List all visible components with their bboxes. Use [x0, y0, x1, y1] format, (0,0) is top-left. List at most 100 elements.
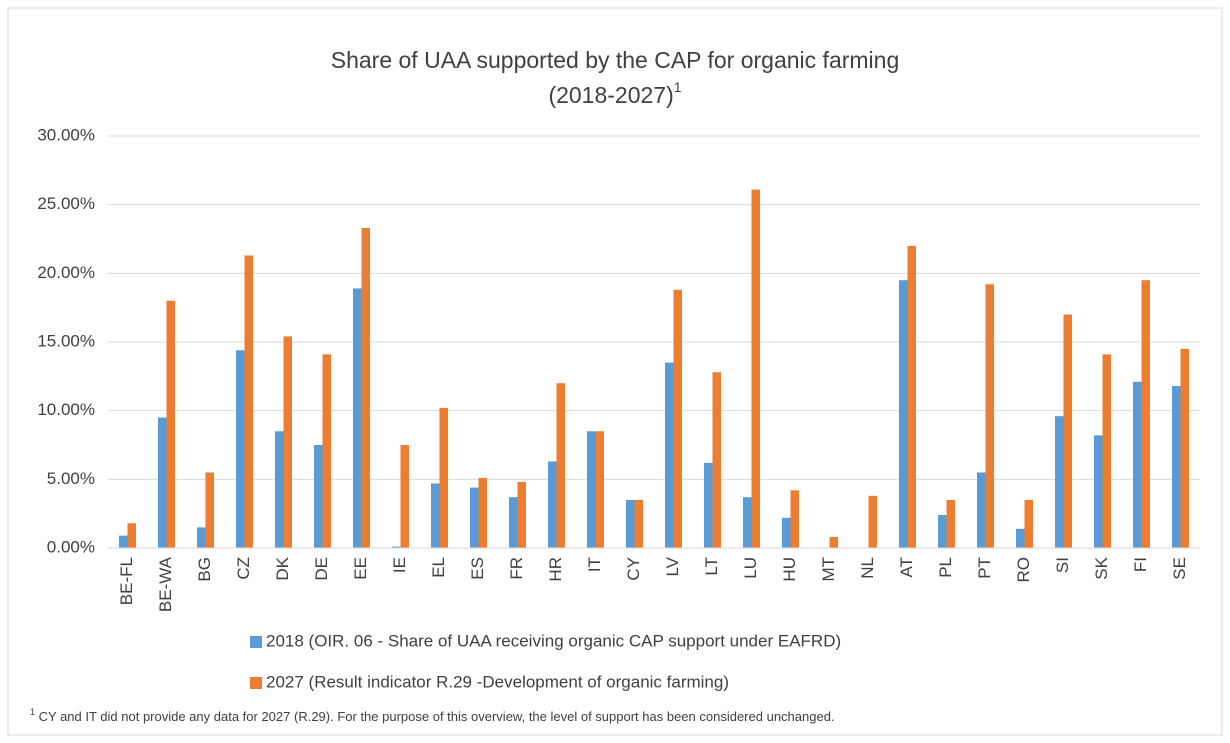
bar: [1102, 354, 1111, 548]
bar: [517, 482, 526, 548]
bar: [119, 535, 128, 548]
bar: [712, 372, 721, 548]
chart-border: [7, 7, 1223, 736]
x-tick-label: PL: [936, 557, 955, 578]
chart-title: Share of UAA supported by the CAP for or…: [331, 47, 900, 73]
bar: [1063, 314, 1072, 548]
bar: [1024, 499, 1033, 548]
bar: [985, 284, 994, 548]
bar: [1172, 385, 1181, 548]
x-tick-label: PT: [975, 557, 994, 579]
bar: [899, 280, 908, 548]
bar: [158, 417, 167, 548]
x-tick-label: BE-FL: [117, 557, 136, 605]
bar: [283, 336, 292, 548]
subtitle-text: (2018-2027): [548, 82, 673, 108]
bar: [704, 462, 713, 548]
bar: [361, 228, 370, 548]
x-tick-label: BE-WA: [156, 556, 175, 612]
legend-swatch: [250, 677, 262, 689]
x-tick-label: IE: [390, 557, 409, 573]
x-tick-label: CZ: [234, 557, 253, 580]
legend-label: 2027 (Result indicator R.29 -Development…: [266, 672, 729, 691]
x-tick-label: CY: [624, 557, 643, 581]
bar: [400, 445, 409, 548]
bar: [829, 537, 838, 548]
x-tick-label: RO: [1014, 557, 1033, 583]
x-tick-label: MT: [819, 557, 838, 582]
x-tick-label: LV: [663, 556, 682, 576]
x-tick-label: EE: [351, 557, 370, 580]
bar: [1180, 348, 1189, 548]
bar: [470, 487, 479, 548]
x-tick-label: EL: [429, 557, 448, 578]
x-tick-label: NL: [858, 557, 877, 579]
bar: [275, 431, 284, 548]
bar: [1133, 381, 1142, 548]
bar: [509, 497, 518, 548]
x-tick-label: SI: [1053, 557, 1072, 573]
footnote-text: CY and IT did not provide any data for 2…: [35, 709, 835, 724]
footnote-marker: 1: [30, 707, 35, 717]
bar: [595, 431, 604, 548]
bar: [166, 300, 175, 548]
y-tick-label: 20.00%: [37, 263, 95, 282]
chart-subtitle: (2018-2027)1: [548, 79, 681, 108]
bar: [673, 289, 682, 548]
bar: [197, 527, 206, 548]
subtitle-marker: 1: [674, 79, 682, 95]
bar: [626, 499, 635, 548]
bar: [868, 495, 877, 548]
bar: [314, 445, 323, 548]
bar: [205, 472, 214, 548]
bar: [665, 362, 674, 548]
y-tick-label: 5.00%: [47, 469, 95, 488]
bar: [1094, 435, 1103, 548]
bar: [587, 431, 596, 548]
x-tick-label: BG: [195, 557, 214, 582]
x-tick-label: SK: [1092, 556, 1111, 579]
footnote: 1 CY and IT did not provide any data for…: [30, 707, 835, 724]
bar: [556, 383, 565, 548]
y-tick-label: 0.00%: [47, 537, 95, 556]
bar: [907, 245, 916, 548]
bar: [392, 546, 401, 548]
bar: [127, 523, 136, 548]
x-tick-label: ES: [468, 557, 487, 580]
x-tick-label: SE: [1170, 557, 1189, 580]
y-tick-label: 10.00%: [37, 400, 95, 419]
x-tick-label: LU: [741, 557, 760, 579]
y-tick-label: 30.00%: [37, 125, 95, 144]
x-tick-label: HU: [780, 557, 799, 582]
bar: [946, 499, 955, 548]
x-tick-label: FR: [507, 557, 526, 580]
bar: [790, 490, 799, 548]
bar: [478, 477, 487, 548]
bar: [782, 517, 791, 548]
bar: [977, 472, 986, 548]
bar: [439, 407, 448, 548]
bar: [244, 255, 253, 549]
x-tick-label: IT: [585, 557, 604, 572]
x-tick-label: FI: [1131, 557, 1150, 572]
x-tick-label: DK: [273, 556, 292, 580]
legend-label: 2018 (OIR. 06 - Share of UAA receiving o…: [266, 631, 841, 650]
bar: [236, 350, 245, 548]
bar: [634, 499, 643, 548]
bar: [322, 354, 331, 548]
y-tick-label: 25.00%: [37, 194, 95, 213]
bar: [1055, 416, 1064, 548]
legend-swatch: [250, 636, 262, 648]
bar: [353, 288, 362, 548]
bar: [1141, 280, 1150, 548]
x-tick-label: LT: [702, 557, 721, 576]
bar: [548, 461, 557, 548]
x-tick-label: DE: [312, 557, 331, 581]
bar: [1016, 528, 1025, 548]
y-tick-label: 15.00%: [37, 331, 95, 350]
bar: [751, 189, 760, 548]
bar: [938, 515, 947, 548]
x-tick-label: HR: [546, 557, 565, 582]
x-tick-label: AT: [897, 557, 916, 577]
